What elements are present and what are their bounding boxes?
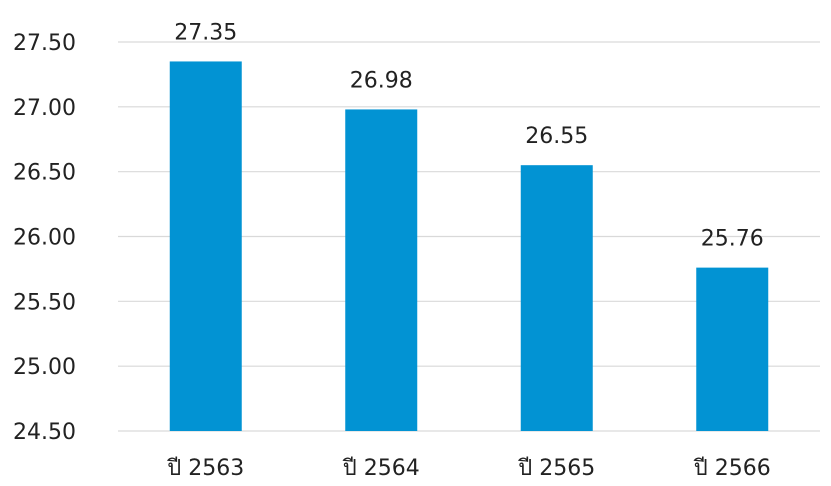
data-label: 25.76 [701,227,764,252]
category-label: ปี 2564 [342,456,420,481]
bar [169,61,242,431]
category-label: ปี 2563 [166,456,244,481]
data-label: 26.98 [350,68,413,93]
y-tick-label: 25.00 [13,355,76,380]
bar [520,165,593,431]
y-tick-label: 26.00 [13,226,76,251]
bars [169,61,769,431]
y-tick-label: 26.50 [13,161,76,186]
data-label: 27.35 [174,20,237,45]
y-tick-label: 25.50 [13,290,76,315]
y-tick-label: 27.50 [13,31,76,56]
category-label: ปี 2566 [693,456,771,481]
x-axis-categories: ปี 2563 ปี 2564 ปี 2565 ปี 2566 [166,456,771,481]
bar [345,109,418,431]
data-labels: 27.35 26.98 26.55 25.76 [174,20,763,251]
y-tick-label: 27.00 [13,96,76,121]
y-tick-label: 24.50 [13,420,76,445]
category-label: ปี 2565 [517,456,595,481]
y-axis-ticks: 24.50 25.00 25.50 26.00 26.50 27.00 27.50 [13,31,76,445]
data-label: 26.55 [525,124,588,149]
bar [696,267,769,431]
